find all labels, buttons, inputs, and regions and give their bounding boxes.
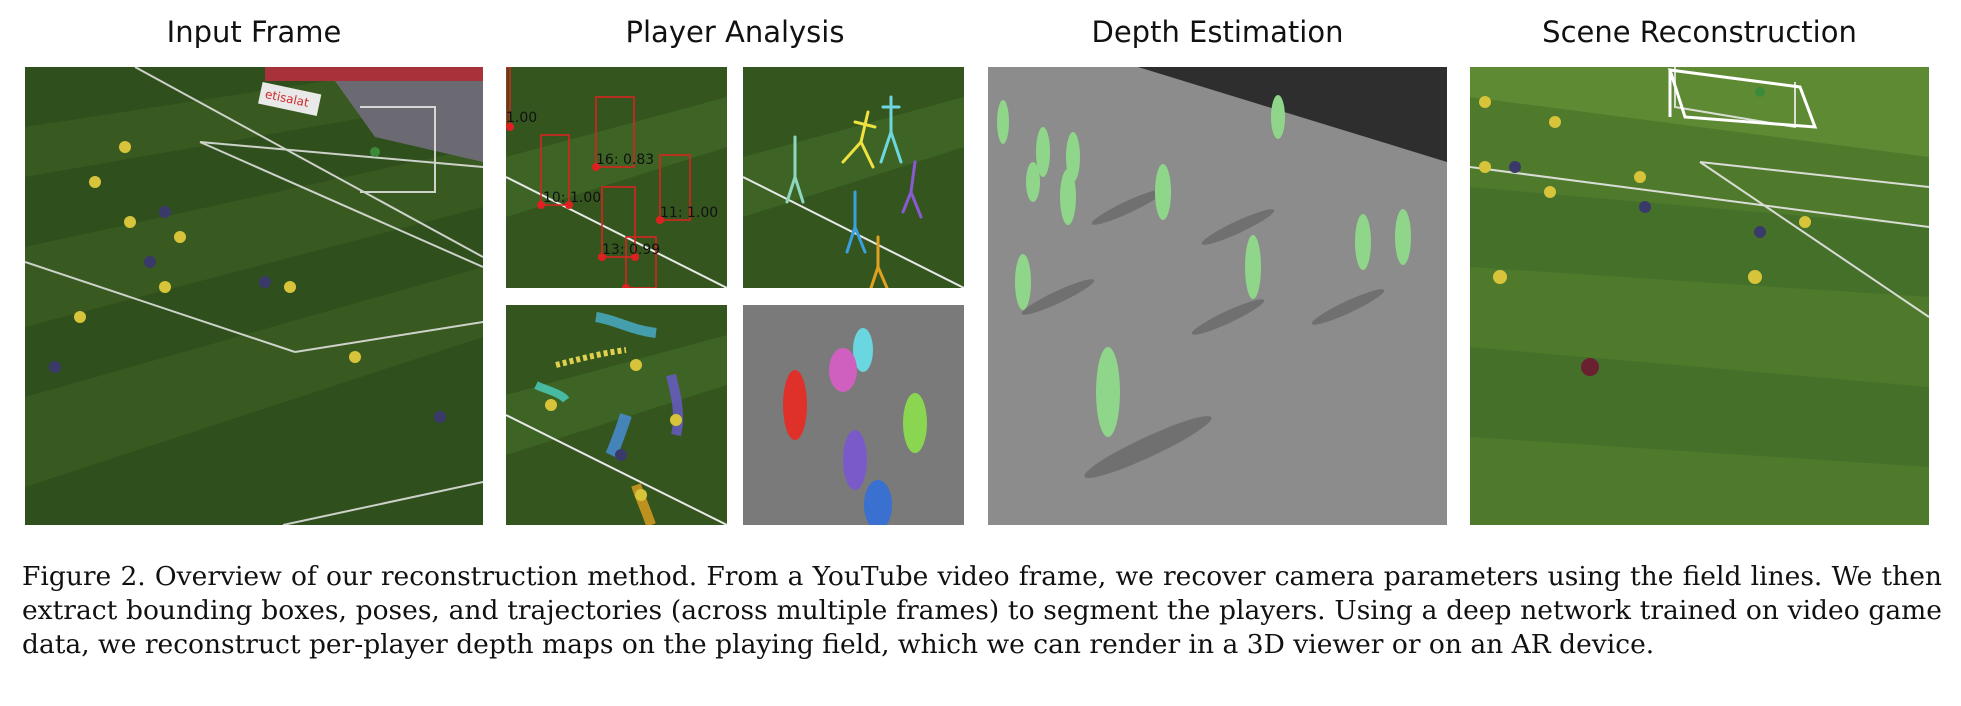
input-frame-image: etisalat [25,67,483,525]
bbox-label: 16: 0.83 [596,152,654,168]
segmentation-panel [743,305,964,525]
trajectory-panel [506,305,727,525]
scene-reconstruction-image [1470,67,1929,525]
player-analysis-title: Player Analysis [625,15,845,49]
pose-estimation-panel [743,67,964,288]
bbox-label: 1.00 [506,110,537,126]
depth-estimation-title: Depth Estimation [1091,15,1344,49]
bbox-label: 11: 1.00 [660,205,718,221]
scene-reconstruction-title: Scene Reconstruction [1542,15,1857,49]
bbox-label: 13: 0.99 [602,242,660,258]
depth-estimation-image [988,67,1447,525]
input-frame-title: Input Frame [166,15,342,49]
player-figures [49,141,446,423]
bbox-label: 10: 1.00 [543,190,601,206]
depth-player-meshes [997,95,1411,437]
bounding-box-panel: 1.00 16: 0.83 10: 1.00 11: 1.00 13: 0.99 [506,67,727,288]
goal-frame [1667,68,1818,129]
figure-caption: Figure 2. Overview of our reconstruction… [22,561,1942,660]
